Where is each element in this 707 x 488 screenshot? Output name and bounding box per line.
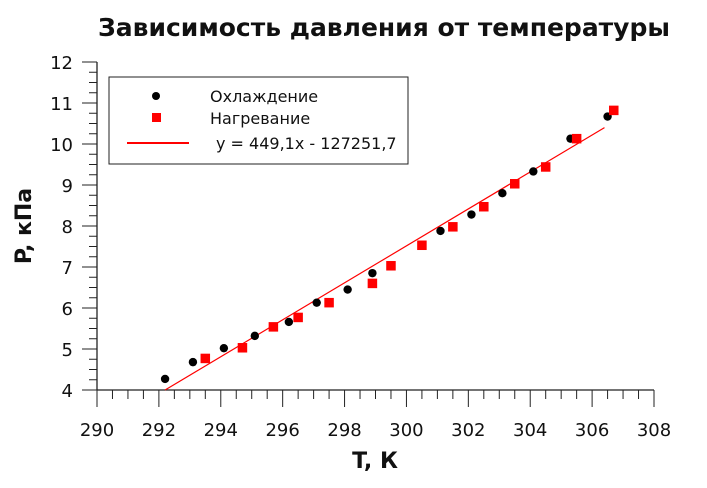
x-axis-label: T, К [352,449,398,474]
x-tick-label: 308 [637,420,671,441]
heating-point [479,201,489,212]
cooling-point [188,357,198,367]
heating-point [448,222,458,232]
series-layer [160,105,619,391]
y-tick-label: 12 [50,53,73,74]
heating-point [268,322,279,332]
x-axis-ticks: 290 292 294 296 298 300 302 304 306 308 [80,390,671,441]
x-tick-label: 304 [513,420,547,441]
heating-point [200,353,211,364]
y-tick-label: 5 [62,340,73,361]
heating-point [609,105,619,116]
y-tick-label: 8 [62,217,73,238]
fit-line [164,127,605,391]
cooling-point [368,268,377,278]
heating-point [293,312,303,323]
legend-label-heating: Нагревание [210,109,310,128]
chart-title: Зависимость давления от температуры [98,13,670,42]
cooling-point [312,298,321,307]
legend-label-cooling: Охлаждение [210,87,318,106]
cooling-point [436,226,445,236]
cooling-point [343,285,352,294]
x-tick-label: 292 [142,420,176,441]
legend-marker-heating [152,113,161,122]
y-tick-label: 10 [50,135,73,156]
cooling-point [529,167,538,176]
cooling-point [250,331,260,341]
cooling-point [219,343,229,353]
legend-marker-cooling [152,92,160,100]
y-axis-ticks: 4 5 6 7 8 9 10 11 12 [50,53,97,402]
cooling-point [498,189,507,198]
heating-point [324,297,334,308]
cooling-point [160,374,170,384]
y-axis-label: P, кПа [12,188,37,264]
heating-point [386,261,396,271]
cooling-point [284,317,294,327]
x-tick-label: 294 [204,420,238,441]
x-tick-label: 300 [389,420,423,441]
legend-label-fit: y = 449,1x - 127251,7 [216,134,397,153]
heating-point [367,278,378,289]
y-tick-label: 4 [62,381,73,402]
x-tick-label: 296 [265,420,299,441]
y-tick-label: 6 [62,299,73,320]
x-tick-label: 290 [80,420,114,441]
y-tick-label: 9 [62,176,73,197]
heating-point [510,179,520,189]
x-tick-label: 298 [327,420,361,441]
x-tick-label: 302 [451,420,485,441]
legend: Охлаждение Нагревание y = 449,1x - 12725… [108,76,409,165]
heating-point [237,343,248,353]
y-tick-label: 7 [62,258,73,279]
cooling-point [467,210,476,219]
y-tick-label: 11 [50,94,73,115]
heating-point [571,133,582,144]
heating-point [417,240,427,251]
heating-point [540,162,551,172]
x-tick-label: 306 [575,420,609,441]
